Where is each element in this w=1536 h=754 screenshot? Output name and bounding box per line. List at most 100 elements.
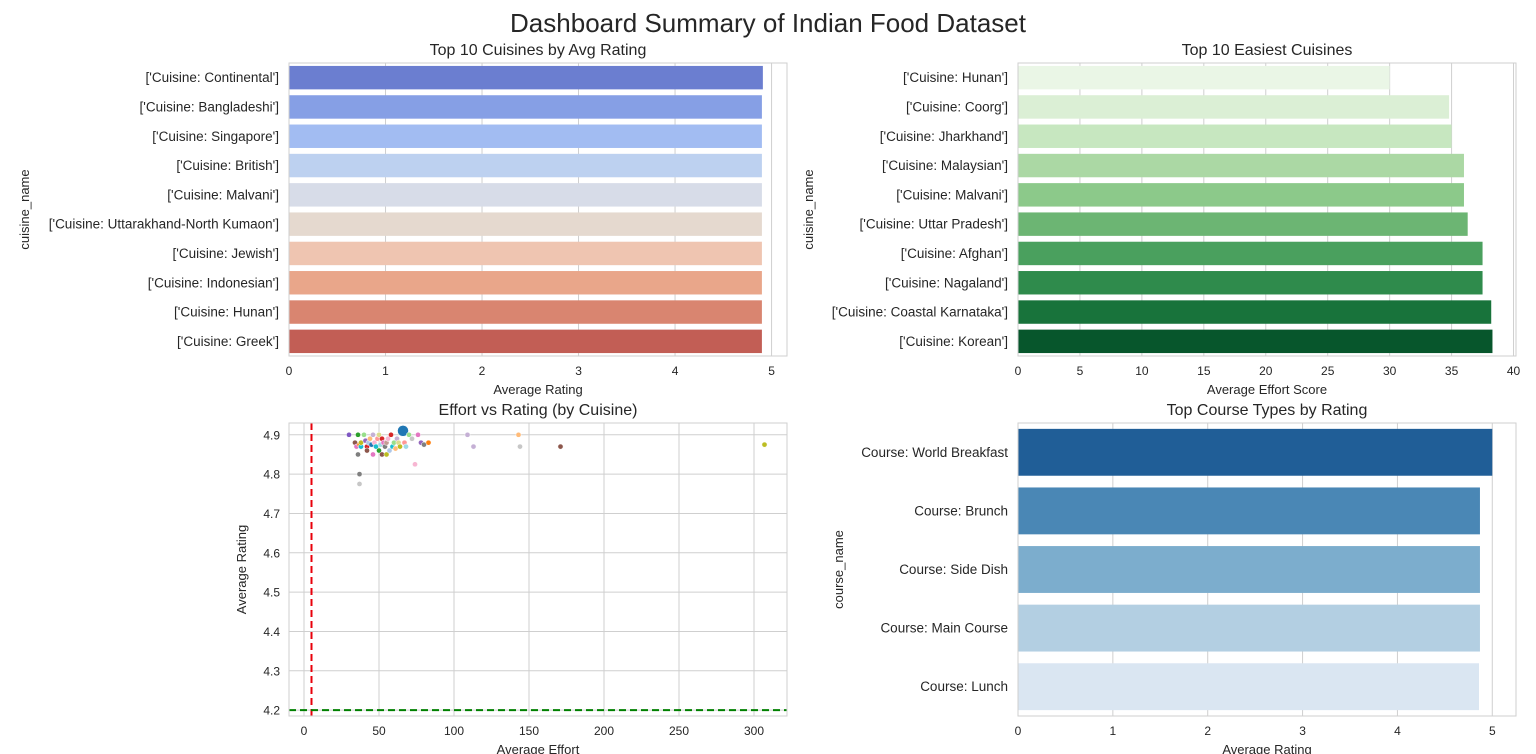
- y-tick-label: ['Cuisine: British']: [176, 158, 279, 173]
- y-tick-label: ['Cuisine: Bangladeshi']: [140, 99, 280, 114]
- x-axis-label: Average Effort Score: [1207, 382, 1327, 397]
- scatter-point: [470, 443, 477, 450]
- scatter-point: [388, 431, 394, 438]
- x-tick-label: 5: [1077, 364, 1084, 378]
- scatter-point: [364, 447, 370, 454]
- x-tick-label: 30: [1383, 364, 1397, 378]
- x-tick-label: 3: [1299, 724, 1306, 738]
- x-tick-label: 250: [669, 724, 689, 738]
- scatter-point: [356, 471, 363, 477]
- y-axis-label: cuisine_name: [17, 169, 32, 249]
- scatter-point: [403, 443, 409, 450]
- plot-frame: [288, 62, 788, 357]
- y-tick-label: 4.7: [263, 507, 280, 521]
- y-tick-label: ['Cuisine: Coastal Karnataka']: [832, 305, 1008, 320]
- y-tick-label: Course: World Breakfast: [861, 445, 1008, 460]
- x-tick-label: 300: [744, 724, 764, 738]
- scatter-point: [376, 447, 382, 454]
- scatter-point: [409, 435, 415, 442]
- y-tick-label: 4.4: [263, 625, 280, 639]
- y-tick-label: ['Cuisine: Afghan']: [901, 246, 1008, 261]
- scatter-point: [415, 431, 421, 438]
- scatter-point: [370, 451, 376, 458]
- x-tick-label: 200: [594, 724, 614, 738]
- y-tick-label: ['Cuisine: Indonesian']: [148, 275, 279, 290]
- scatter-point: [397, 443, 403, 450]
- y-tick-label: ['Cuisine: Jharkhand']: [880, 129, 1008, 144]
- scatter-point: [356, 481, 363, 487]
- x-tick-label: 4: [1394, 724, 1401, 738]
- y-tick-label: ['Cuisine: Malvani']: [896, 187, 1008, 202]
- x-tick-label: 2: [479, 364, 486, 378]
- x-tick-label: 10: [1135, 364, 1149, 378]
- bar: [289, 153, 762, 178]
- scatter-point: [361, 431, 367, 438]
- bar: [1018, 153, 1464, 178]
- x-tick-label: 25: [1321, 364, 1335, 378]
- y-tick-label: ['Cuisine: Uttarakhand-North Kumaon']: [49, 217, 279, 232]
- scatter-point: [383, 451, 390, 458]
- bar: [289, 329, 762, 354]
- bar: [289, 300, 762, 324]
- bar: [289, 212, 762, 236]
- panel-effort-vs-rating: 0 50 100 150 200 250 300 4.2 4.3 4.4 4.5 4.6 4.7 4.8 4…: [234, 402, 788, 754]
- y-tick-label: ['Cuisine: Uttar Pradesh']: [860, 217, 1008, 232]
- x-tick-label: 1: [1110, 724, 1117, 738]
- x-tick-label: 40: [1507, 364, 1521, 378]
- y-tick-label: 4.2: [263, 704, 280, 718]
- bar: [289, 241, 762, 266]
- x-tick-label: 20: [1259, 364, 1273, 378]
- y-tick-label: ['Cuisine: Malaysian']: [882, 158, 1008, 173]
- bar: [1018, 212, 1468, 236]
- panel-title: Top 10 Easiest Cuisines: [1182, 42, 1353, 59]
- scatter-point: [397, 425, 409, 437]
- scatter-point: [515, 431, 522, 438]
- plot-frame: [1017, 62, 1517, 357]
- y-tick-label: ['Cuisine: Nagaland']: [885, 275, 1008, 290]
- scatter-point: [370, 431, 376, 438]
- bar: [289, 271, 762, 295]
- x-tick-label: 50: [372, 724, 386, 738]
- scatter-point: [386, 447, 393, 454]
- x-tick-label: 2: [1204, 724, 1211, 738]
- y-tick-label: ['Cuisine: Continental']: [146, 70, 279, 85]
- y-tick-label: ['Cuisine: Hunan']: [903, 70, 1008, 85]
- x-tick-label: 0: [1015, 364, 1022, 378]
- x-tick-label: 0: [286, 364, 293, 378]
- y-tick-label: 4.6: [263, 546, 280, 560]
- x-axis-label: Average Rating: [493, 382, 582, 397]
- plot-frame: [288, 422, 788, 717]
- bar: [1018, 604, 1480, 652]
- x-tick-label: 0: [1015, 724, 1022, 738]
- y-tick-label: ['Cuisine: Hunan']: [174, 305, 279, 320]
- y-tick-label: ['Cuisine: Malvani']: [167, 187, 279, 202]
- x-tick-label: 5: [1489, 724, 1496, 738]
- y-axis-label: cuisine_name: [801, 169, 816, 249]
- y-tick-label: Course: Main Course: [880, 621, 1008, 636]
- panel-top-cuisines-rating: 0 1 2 3 4 5 ['Cuisine: Continental'] ['Cuisine:…: [17, 42, 788, 397]
- y-tick-label: ['Cuisine: Jewish']: [173, 246, 279, 261]
- bar: [1018, 271, 1483, 295]
- scatter-point: [355, 431, 361, 438]
- x-tick-label: 100: [444, 724, 464, 738]
- y-tick-label: Course: Brunch: [914, 503, 1008, 518]
- plot-area: [289, 423, 787, 716]
- scatter-point: [376, 431, 382, 438]
- scatter-point: [367, 435, 373, 442]
- panel-easiest-cuisines: 0 5 10 15 20 25 30 35 40 ['Cuisine: Hunan'] ['Cuis…: [801, 42, 1521, 397]
- y-axis-label: Average Rating: [234, 525, 249, 614]
- scatter-point: [355, 451, 361, 458]
- figure-title: Dashboard Summary of Indian Food Dataset: [510, 8, 1026, 38]
- scatter-point: [425, 439, 432, 446]
- bar: [1018, 95, 1450, 119]
- y-tick-label: 4.9: [263, 428, 280, 442]
- bar: [1018, 65, 1390, 90]
- bar: [1018, 241, 1483, 266]
- panel-title: Effort vs Rating (by Cuisine): [439, 402, 638, 419]
- bar: [1018, 428, 1493, 476]
- x-tick-label: 35: [1445, 364, 1459, 378]
- y-tick-label: ['Cuisine: Korean']: [899, 334, 1008, 349]
- scatter-point: [385, 435, 391, 442]
- y-tick-label: Course: Side Dish: [899, 562, 1008, 577]
